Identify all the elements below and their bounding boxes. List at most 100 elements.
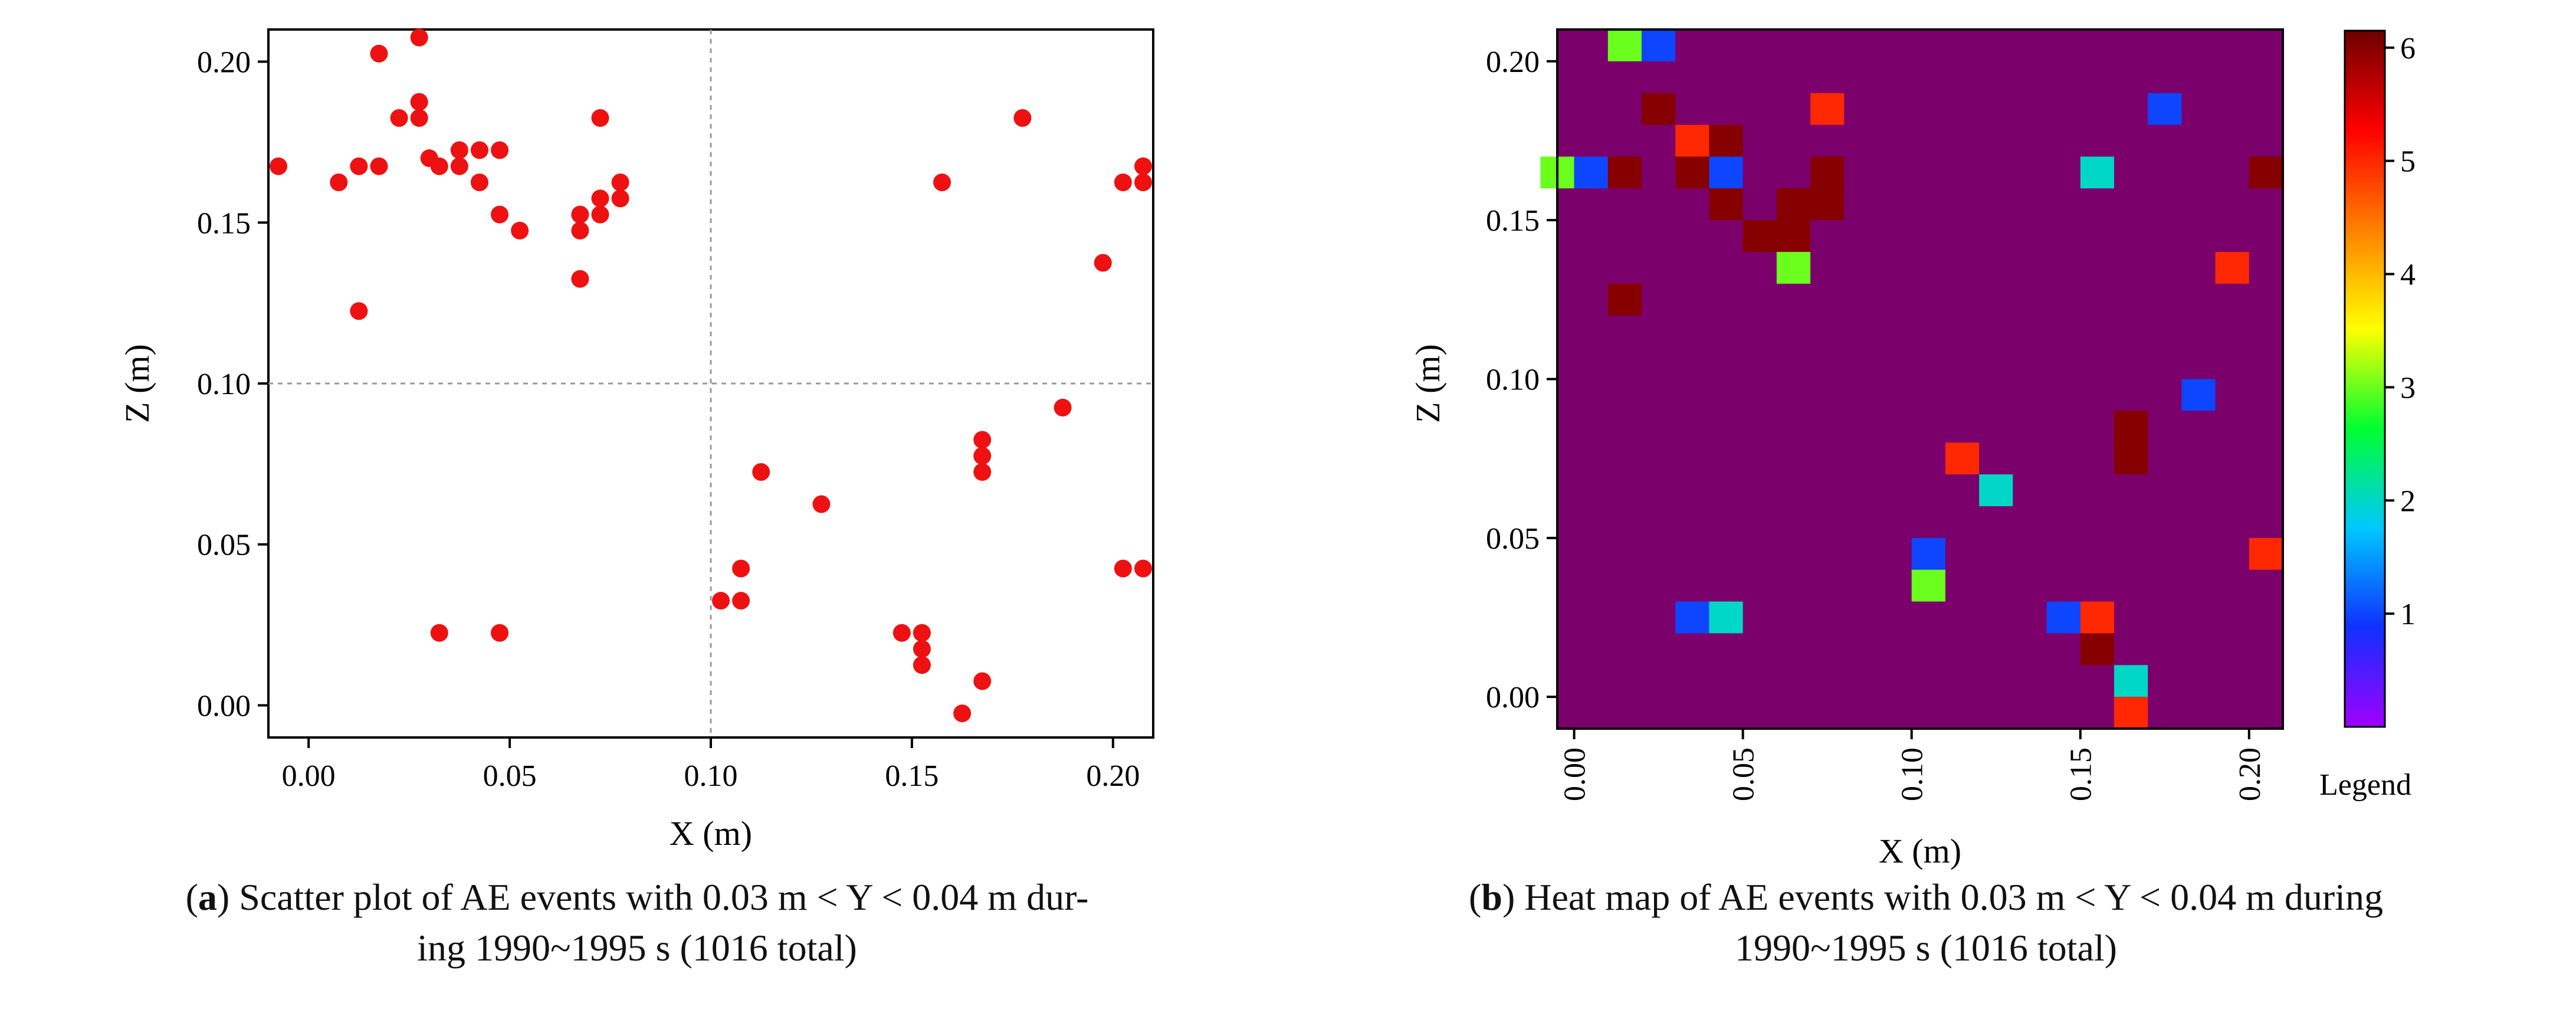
scatter-point bbox=[450, 141, 468, 159]
colorbar-tick-label: 6 bbox=[2400, 32, 2416, 65]
scatter-point bbox=[470, 173, 488, 192]
scatter-point bbox=[913, 624, 931, 642]
scatter-point bbox=[933, 173, 951, 192]
colorbar-tick-label: 5 bbox=[2400, 145, 2416, 179]
scatter-point bbox=[410, 93, 428, 111]
scatter-point bbox=[591, 109, 609, 127]
scatter-point bbox=[1134, 173, 1152, 192]
heatmap-cell bbox=[2080, 601, 2114, 634]
heatmap-cell bbox=[1911, 569, 1945, 602]
scatter-point bbox=[973, 672, 992, 690]
heatmap-x-tick-label: 0.15 bbox=[2065, 748, 2098, 801]
scatter-point bbox=[1134, 559, 1152, 578]
scatter-y-tick-label: 0.00 bbox=[197, 689, 251, 723]
heatmap-cell bbox=[1776, 252, 1811, 284]
caption-b-text: Heat map of AE events with 0.03 m < Y < … bbox=[1524, 876, 2383, 918]
colorbar-ticks: 1 2 3 4 5 6 bbox=[2385, 32, 2416, 631]
scatter-x-axis-label: X (m) bbox=[670, 814, 752, 853]
caption-b-line2: 1990~1995 s (1016 total) bbox=[1735, 927, 2117, 969]
heatmap-cell bbox=[2249, 156, 2283, 189]
scatter-point bbox=[370, 44, 388, 63]
heatmap-cell bbox=[1642, 93, 1676, 125]
scatter-point bbox=[1114, 173, 1132, 192]
scatter-y-axis-label: Z (m) bbox=[118, 344, 156, 423]
scatter-point bbox=[973, 431, 992, 449]
scatter-point bbox=[892, 624, 911, 642]
heatmap-cell bbox=[1810, 156, 1845, 189]
heatmap-cell bbox=[1810, 188, 1845, 221]
heatmap-cells bbox=[1540, 29, 2283, 729]
scatter-x-tick-label: 0.15 bbox=[885, 759, 938, 793]
heatmap-axis-ticks: 0.00 0.05 0.10 0.15 0.20 0.00 0.05 0.10 0.15 0.20 bbox=[1486, 45, 2267, 801]
scatter-point bbox=[752, 463, 770, 481]
heatmap-cell bbox=[2114, 442, 2148, 475]
colorbar bbox=[2344, 29, 2386, 728]
heatmap-cell bbox=[1979, 474, 2013, 506]
scatter-point bbox=[611, 173, 629, 192]
caption-a: (a) Scatter plot of AE events with 0.03 … bbox=[0, 872, 1274, 973]
heatmap-y-tick-label: 0.15 bbox=[1486, 204, 1540, 238]
scatter-point bbox=[712, 592, 730, 610]
scatter-point bbox=[350, 157, 368, 175]
scatter-x-tick-label: 0.05 bbox=[483, 759, 537, 793]
heatmap-x-axis-label: X (m) bbox=[1879, 832, 1961, 870]
heatmap-cell bbox=[1709, 124, 1743, 157]
scatter-point bbox=[591, 189, 609, 208]
heatmap-cell bbox=[2215, 252, 2249, 284]
heatmap-cell bbox=[1675, 601, 1709, 634]
scatter-point bbox=[491, 205, 509, 224]
heatmap-cell bbox=[2148, 93, 2182, 125]
colorbar-tick-label: 3 bbox=[2400, 371, 2416, 405]
colorbar-label: Legend bbox=[2319, 768, 2411, 802]
heatmap-x-tick-label: 0.05 bbox=[1727, 748, 1761, 801]
scatter-point bbox=[491, 624, 509, 642]
heatmap-cell bbox=[2046, 601, 2081, 634]
heatmap-panel: 0.00 0.05 0.10 0.15 0.20 0.00 0.05 0.10 0.15 0.20… bbox=[1409, 28, 2416, 870]
colorbar-tick-label: 1 bbox=[2400, 598, 2416, 631]
scatter-point bbox=[591, 205, 609, 224]
heatmap-cell bbox=[1607, 29, 1642, 61]
scatter-y-tick-label: 0.05 bbox=[197, 529, 251, 562]
heatmap-cell bbox=[2080, 156, 2114, 189]
scatter-point bbox=[430, 624, 448, 642]
scatter-point bbox=[350, 302, 368, 320]
heatmap-cell bbox=[1709, 156, 1743, 189]
heatmap-cell bbox=[1776, 220, 1811, 253]
heatmap-cell bbox=[1574, 156, 1608, 189]
heatmap-x-tick-label: 0.20 bbox=[2233, 748, 2267, 801]
heatmap-y-tick-label: 0.00 bbox=[1486, 681, 1540, 714]
scatter-x-tick-label: 0.10 bbox=[684, 759, 738, 793]
scatter-point bbox=[511, 221, 529, 240]
heatmap-cell bbox=[1607, 156, 1642, 189]
heatmap-cell bbox=[1675, 124, 1709, 157]
scatter-x-tick-label: 0.00 bbox=[282, 759, 336, 793]
scatter-y-tick-label: 0.15 bbox=[197, 206, 251, 240]
colorbar-tick-label: 4 bbox=[2400, 258, 2416, 292]
scatter-point bbox=[973, 463, 992, 481]
scatter-point bbox=[1114, 559, 1132, 578]
caption-a-label: a bbox=[198, 876, 217, 918]
heatmap-cell bbox=[1743, 220, 1777, 253]
scatter-point bbox=[330, 173, 348, 192]
scatter-y-tick-label: 0.20 bbox=[197, 46, 251, 80]
scatter-point bbox=[410, 28, 428, 47]
heatmap-cell bbox=[2249, 537, 2283, 570]
heatmap-cell bbox=[1911, 537, 1945, 570]
scatter-y-tick-label: 0.10 bbox=[197, 368, 251, 401]
scatter-panel: 0.00 0.05 0.10 0.15 0.20 0.00 0.05 0.10 0.15 0.20… bbox=[118, 28, 1154, 853]
scatter-point bbox=[390, 109, 408, 127]
scatter-point bbox=[732, 559, 750, 578]
scatter-point bbox=[1134, 157, 1152, 175]
scatter-axis-ticks: 0.00 0.05 0.10 0.15 0.20 0.00 0.05 0.10 0.15 0.20 bbox=[197, 46, 1140, 793]
heatmap-x-tick-label: 0.00 bbox=[1558, 748, 1592, 801]
scatter-point bbox=[430, 157, 448, 175]
heatmap-x-tick-label: 0.10 bbox=[1896, 748, 1929, 801]
scatter-point bbox=[913, 656, 931, 674]
scatter-point bbox=[370, 157, 388, 175]
heatmap-background bbox=[1557, 29, 2283, 729]
scatter-point bbox=[1094, 254, 1112, 272]
caption-a-text: Scatter plot of AE events with 0.03 m < … bbox=[239, 876, 1089, 918]
heatmap-cell bbox=[2080, 633, 2114, 666]
heatmap-cell bbox=[1776, 188, 1811, 221]
